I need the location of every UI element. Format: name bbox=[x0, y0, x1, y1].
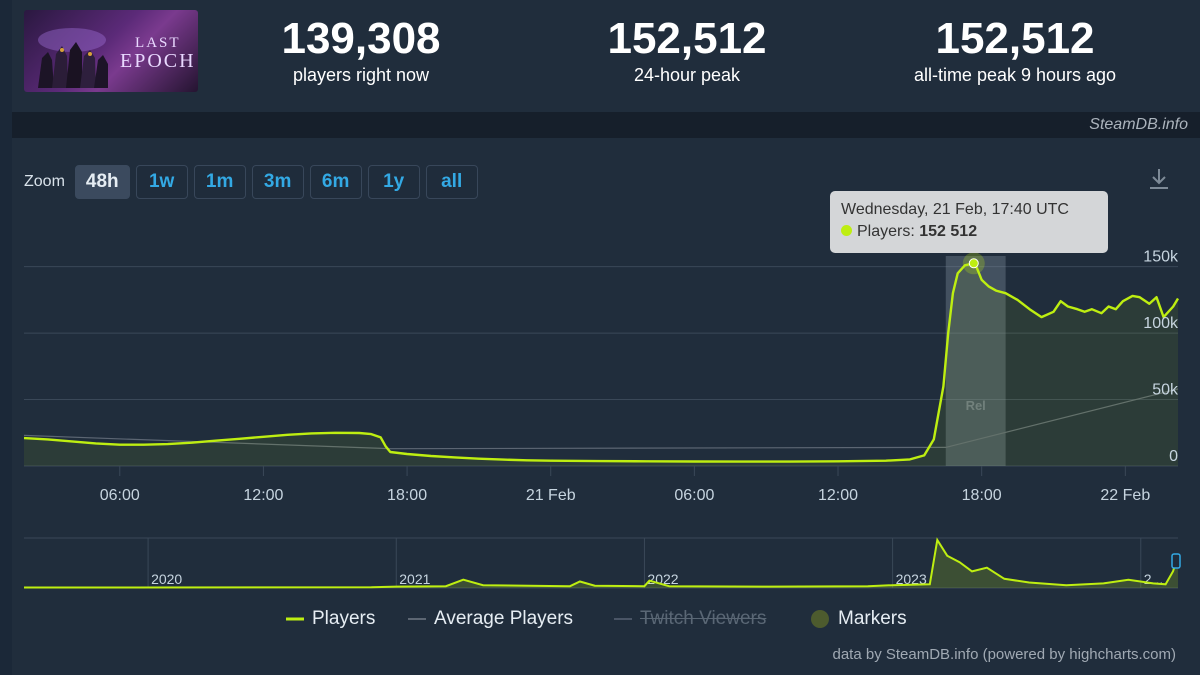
zoom-label: Zoom bbox=[24, 173, 65, 190]
y-tick-label: 100k bbox=[1143, 315, 1179, 332]
stat-24h-peak-label: 24-hour peak bbox=[633, 65, 741, 85]
legend-average-players[interactable]: Average Players bbox=[408, 608, 573, 630]
y-tick-label: 50k bbox=[1152, 382, 1179, 399]
chart-grid bbox=[24, 266, 1178, 467]
chart-container: Zoom 48h 1w 1m 3m 6m 1y all Rel 0 50k 100k… bbox=[12, 138, 1200, 675]
stat-current-players-label: players right now bbox=[292, 65, 430, 85]
zoom-6m-button[interactable]: 6m bbox=[309, 165, 362, 199]
stat-current-players-value: 139,308 bbox=[281, 14, 441, 63]
logo-wordmark: LAST EPOCH bbox=[120, 34, 196, 72]
tooltip-row: Players: 152 512 bbox=[841, 220, 1108, 244]
stat-24h-peak: 152,512 24-hour peak bbox=[568, 14, 806, 86]
stats-header: LAST EPOCH 139,308 players right now 152… bbox=[12, 0, 1200, 112]
tooltip-value: 152 512 bbox=[919, 223, 978, 240]
game-logo[interactable]: LAST EPOCH bbox=[24, 10, 198, 92]
x-tick-label: 06:00 bbox=[674, 487, 714, 504]
legend-markers-dot-icon bbox=[811, 610, 829, 628]
tooltip-series-name: Players: bbox=[857, 223, 915, 240]
navigator-year-label: 2021 bbox=[399, 571, 430, 587]
logo-text-line1: LAST bbox=[135, 35, 181, 51]
legend-average-label: Average Players bbox=[434, 608, 574, 629]
chart-tooltip: Wednesday, 21 Feb, 17:40 UTC Players: 15… bbox=[830, 191, 1108, 253]
legend-markers-label: Markers bbox=[838, 608, 907, 629]
x-tick-label: 12:00 bbox=[243, 487, 283, 504]
legend-average-line-icon bbox=[408, 618, 426, 620]
footer-attribution[interactable]: data by SteamDB.info (powered by highcha… bbox=[832, 646, 1177, 663]
stat-all-time-peak-value: 152,512 bbox=[935, 14, 1095, 63]
zoom-1m-button[interactable]: 1m bbox=[193, 165, 246, 199]
zoom-1y-button[interactable]: 1y bbox=[367, 165, 420, 199]
navigator-handle bbox=[1171, 553, 1181, 569]
legend-players[interactable]: Players bbox=[286, 608, 375, 630]
peak-point bbox=[968, 258, 979, 269]
legend-twitch-line-icon bbox=[614, 618, 632, 620]
stat-all-time-peak-label: all-time peak 9 hours ago bbox=[913, 65, 1117, 85]
navigator-area-fill bbox=[24, 540, 1178, 588]
x-tick-label: 18:00 bbox=[962, 487, 1002, 504]
x-tick-label: 18:00 bbox=[387, 487, 427, 504]
zoom-3m-button[interactable]: 3m bbox=[251, 165, 304, 199]
legend-markers[interactable]: Markers bbox=[810, 608, 907, 630]
stat-24h-peak-value: 152,512 bbox=[607, 14, 767, 63]
release-marker-label: Rel bbox=[966, 398, 986, 413]
navigator-players-line bbox=[23, 537, 1179, 589]
y-tick-label: 150k bbox=[1143, 249, 1179, 266]
zoom-48h-button[interactable]: 48h bbox=[74, 165, 130, 199]
steamdb-credit[interactable]: SteamDB.info bbox=[1089, 116, 1188, 133]
x-tick-label: 21 Feb bbox=[526, 487, 576, 504]
credit-band: SteamDB.info bbox=[12, 112, 1200, 138]
players-chart[interactable]: Rel 0 50k 100k 150k 06:00 12:00 18:00 21 Feb 06:… bbox=[12, 138, 1200, 675]
navigator-year-label: 2023 bbox=[896, 571, 927, 587]
navigator-year-label: 2020 bbox=[151, 571, 182, 587]
x-tick-label: 06:00 bbox=[100, 487, 140, 504]
legend-twitch-label: Twitch Viewers bbox=[640, 608, 767, 629]
zoom-1w-button[interactable]: 1w bbox=[135, 165, 188, 199]
tooltip-series-dot bbox=[841, 225, 852, 237]
download-icon[interactable] bbox=[1146, 166, 1172, 192]
legend-twitch-viewers[interactable]: Twitch Viewers bbox=[614, 608, 766, 630]
navigator[interactable]: 2020 2021 2022 2023 2... bbox=[23, 537, 1181, 589]
logo-characters-art bbox=[38, 28, 108, 88]
chart-series bbox=[23, 252, 1180, 466]
zoom-all-button[interactable]: all bbox=[425, 165, 478, 199]
logo-text-line2: EPOCH bbox=[120, 50, 196, 72]
x-tick-label: 22 Feb bbox=[1100, 487, 1150, 504]
stat-current-players: 139,308 players right now bbox=[242, 14, 480, 86]
legend-players-line-icon bbox=[286, 617, 304, 621]
x-tick-label: 12:00 bbox=[818, 487, 858, 504]
zoom-controls: Zoom 48h 1w 1m 3m 6m 1y all bbox=[24, 165, 478, 199]
players-line bbox=[23, 262, 1180, 463]
stat-all-time-peak: 152,512 all-time peak 9 hours ago bbox=[884, 14, 1146, 86]
chart-axes: 0 50k 100k 150k 06:00 12:00 18:00 21 Feb 06:00 12… bbox=[100, 249, 1179, 504]
tooltip-date: Wednesday, 21 Feb, 17:40 UTC bbox=[841, 201, 1069, 218]
y-tick-label: 0 bbox=[1169, 448, 1178, 465]
legend-players-label: Players bbox=[312, 608, 376, 629]
